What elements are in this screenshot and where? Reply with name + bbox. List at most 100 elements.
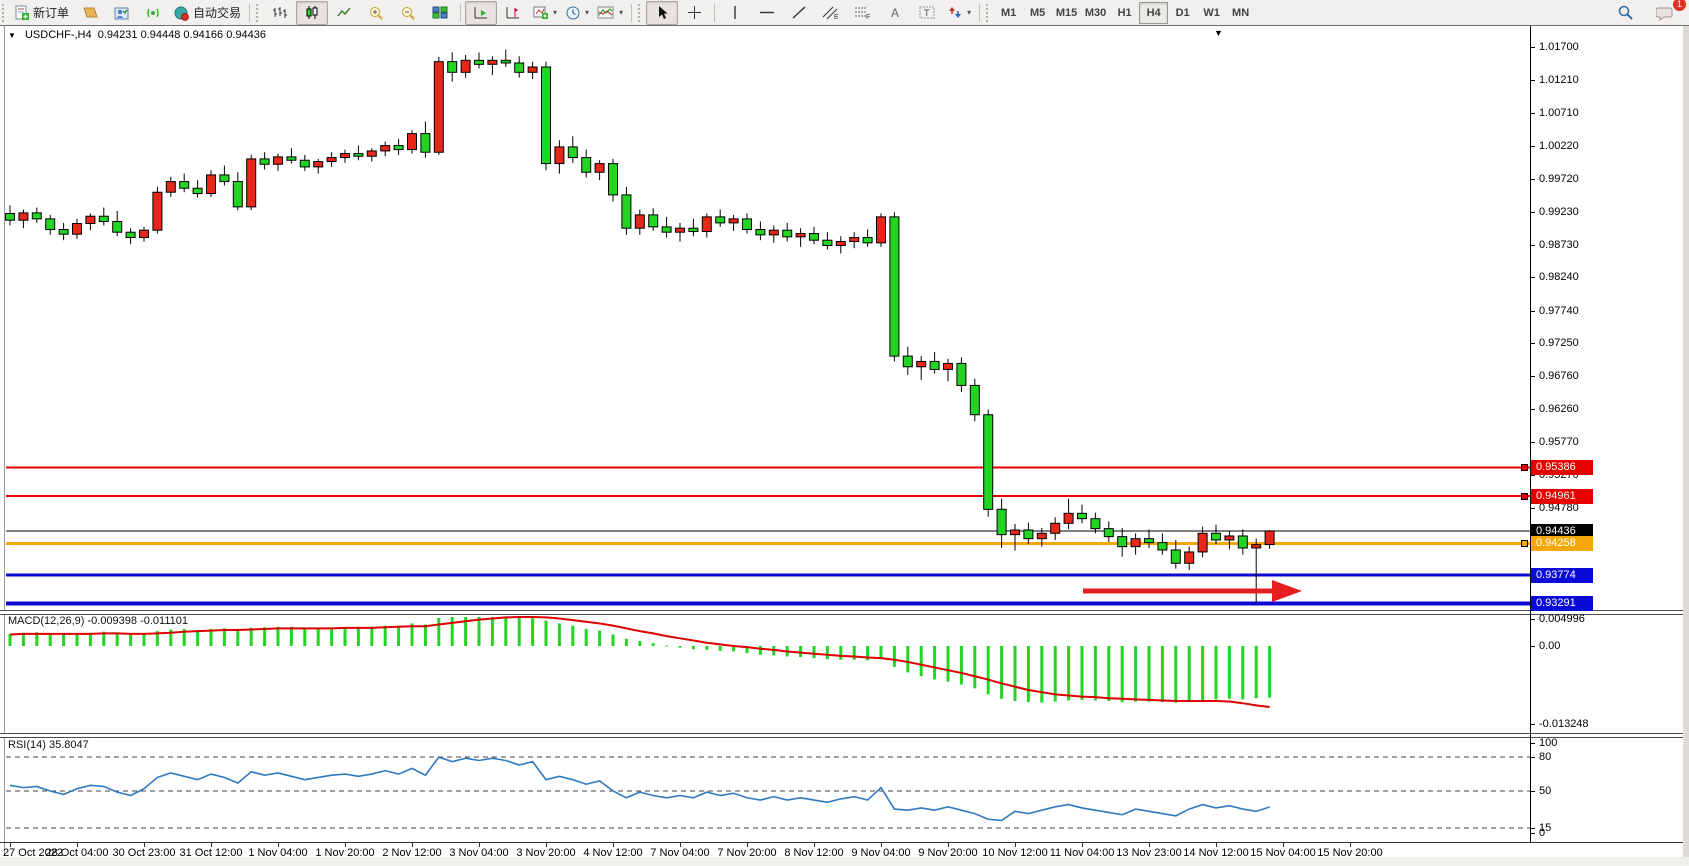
timeframe-button-M30[interactable]: M30 bbox=[1084, 6, 1107, 19]
arrows-dropdown-caret[interactable]: ▾ bbox=[967, 8, 972, 17]
time-axis-label[interactable]: 14 Nov 12:00 bbox=[1183, 847, 1249, 859]
time-axis-label[interactable]: 31 Oct 12:00 bbox=[179, 847, 243, 859]
bar-chart-button[interactable] bbox=[264, 1, 296, 25]
zoom-in-button[interactable] bbox=[360, 1, 392, 25]
timeframe-button-H1[interactable]: H1 bbox=[1117, 6, 1132, 19]
equidistant-channel-tool-button[interactable]: E bbox=[815, 1, 847, 25]
trendline-tool-button[interactable] bbox=[783, 1, 815, 25]
timeframe-button-M5[interactable]: M5 bbox=[1029, 6, 1046, 19]
notifications-button[interactable]: 1 bbox=[1649, 0, 1686, 25]
price-line-label-0.94258[interactable]: 0.94258 bbox=[1531, 536, 1593, 551]
price-line-handle[interactable] bbox=[1521, 540, 1528, 547]
search-button[interactable] bbox=[1609, 1, 1641, 25]
price-line-label-0.95386[interactable]: 0.95386 bbox=[1531, 460, 1593, 475]
timeframe-button-M1[interactable]: M1 bbox=[1000, 6, 1017, 19]
zoom-out-button[interactable] bbox=[392, 1, 424, 25]
macd-rsi-separator[interactable] bbox=[0, 733, 1689, 738]
price-line-label-0.94436[interactable]: 0.94436 bbox=[1531, 523, 1593, 539]
price-line-label-0.94961[interactable]: 0.94961 bbox=[1531, 488, 1593, 504]
indicators-dropdown-caret[interactable]: ▾ bbox=[619, 8, 624, 17]
signals-button[interactable] bbox=[137, 1, 169, 25]
new-chart-button[interactable]: ▾ bbox=[529, 1, 561, 25]
candle-body bbox=[1010, 529, 1020, 536]
time-axis-label[interactable]: 8 Nov 12:00 bbox=[784, 847, 844, 859]
auto-scroll-button[interactable] bbox=[465, 0, 498, 25]
candle-body bbox=[447, 61, 458, 73]
text-tool-button[interactable]: A bbox=[879, 1, 911, 25]
price-line-label-0.93291[interactable]: 0.93291 bbox=[1531, 596, 1593, 611]
new-chart-icon bbox=[533, 6, 549, 19]
time-tick-mark bbox=[1283, 843, 1284, 847]
rsi-tick-label: 50 bbox=[1539, 785, 1552, 797]
text-label-tool-button[interactable]: T bbox=[911, 1, 943, 25]
vertical-line-icon bbox=[734, 6, 736, 19]
vertical-line-tool-button[interactable] bbox=[719, 1, 751, 25]
line-chart-button[interactable] bbox=[328, 1, 360, 25]
time-axis-label[interactable]: 2 Nov 12:00 bbox=[382, 847, 442, 859]
candlestick-chart-button[interactable] bbox=[296, 0, 329, 25]
price-tick-label: 0.98240 bbox=[1539, 271, 1579, 283]
time-axis-label[interactable]: 1 Nov 20:00 bbox=[315, 847, 375, 859]
macd-histogram-bar bbox=[477, 617, 481, 646]
horizontal-line-tool-button[interactable] bbox=[751, 1, 783, 25]
time-axis-label[interactable]: 7 Nov 04:00 bbox=[650, 847, 710, 859]
chart-title[interactable]: ▼ USDCHF-,H4 0.94231 0.94448 0.94166 0.9… bbox=[8, 29, 266, 41]
macd-histogram-bar bbox=[517, 617, 521, 646]
auto-trading-button[interactable]: 自动交易 bbox=[169, 1, 245, 25]
time-axis-label[interactable]: 9 Nov 04:00 bbox=[851, 847, 911, 859]
time-axis-label[interactable]: 27 Oct 2022 bbox=[3, 847, 63, 859]
indicators-button[interactable]: ▾ bbox=[593, 1, 627, 25]
time-axis-label[interactable]: 10 Nov 12:00 bbox=[982, 847, 1048, 859]
time-axis-label[interactable]: 3 Nov 04:00 bbox=[449, 847, 509, 859]
time-axis-label[interactable]: 7 Nov 20:00 bbox=[717, 847, 777, 859]
time-axis-label[interactable]: 9 Nov 20:00 bbox=[918, 847, 978, 859]
macd-histogram-bar bbox=[892, 646, 896, 667]
strategy-tester-button[interactable] bbox=[105, 1, 137, 25]
new-chart-dropdown-caret[interactable]: ▾ bbox=[553, 8, 558, 17]
main-macd-separator[interactable] bbox=[0, 610, 1689, 615]
timeframe-button-M15[interactable]: M15 bbox=[1055, 6, 1078, 19]
time-axis-label[interactable]: 15 Nov 04:00 bbox=[1250, 847, 1316, 859]
time-axis-label[interactable]: 4 Nov 12:00 bbox=[583, 847, 643, 859]
crosshair-tool-button[interactable] bbox=[678, 1, 710, 25]
price-line-handle[interactable] bbox=[1521, 464, 1528, 471]
metaeditor-button[interactable] bbox=[73, 1, 105, 25]
candle-body bbox=[500, 59, 511, 64]
chart-corner-dropdown-icon[interactable]: ▼ bbox=[1214, 28, 1223, 38]
macd-histogram-bar bbox=[571, 625, 575, 646]
periods-dropdown-caret[interactable]: ▾ bbox=[585, 8, 590, 17]
chart-window[interactable] bbox=[0, 25, 1689, 866]
tile-windows-button[interactable] bbox=[424, 1, 456, 25]
fibonacci-tool-button[interactable]: F bbox=[847, 1, 879, 25]
macd-histogram-bar bbox=[812, 646, 816, 659]
chart-shift-button[interactable] bbox=[497, 1, 529, 25]
time-axis-label[interactable]: 1 Nov 04:00 bbox=[248, 847, 308, 859]
toolbar-grip[interactable] bbox=[256, 3, 262, 22]
timeframe-button-W1[interactable]: W1 bbox=[1203, 6, 1220, 19]
time-axis-label[interactable]: 3 Nov 20:00 bbox=[516, 847, 576, 859]
time-axis-label[interactable]: 11 Nov 04:00 bbox=[1049, 847, 1115, 859]
time-axis-label[interactable]: 30 Oct 23:00 bbox=[112, 847, 176, 859]
price-line-label-0.93774[interactable]: 0.93774 bbox=[1531, 567, 1593, 583]
chart-title-dropdown-icon[interactable]: ▼ bbox=[8, 31, 16, 40]
toolbar-grip[interactable] bbox=[986, 3, 992, 22]
toolbar-grip[interactable] bbox=[2, 3, 8, 22]
cursor-tool-button[interactable] bbox=[646, 0, 679, 25]
toolbar-grip[interactable] bbox=[638, 3, 644, 22]
candle-body bbox=[648, 214, 659, 228]
time-axis-label[interactable]: 15 Nov 20:00 bbox=[1317, 847, 1383, 859]
timeframe-button-MN[interactable]: MN bbox=[1232, 6, 1250, 19]
macd-tick-mark bbox=[1530, 724, 1535, 725]
price-tick-label: 0.94780 bbox=[1539, 502, 1579, 514]
periods-clock-button[interactable]: ▾ bbox=[561, 1, 593, 25]
timeframe-button-D1[interactable]: D1 bbox=[1175, 6, 1190, 19]
rsi-name: RSI(14) bbox=[8, 739, 46, 751]
time-axis-label[interactable]: 28 Oct 04:00 bbox=[45, 847, 109, 859]
time-tick-mark bbox=[1015, 843, 1016, 847]
price-line-handle[interactable] bbox=[1521, 492, 1528, 500]
time-axis-label[interactable]: 13 Nov 23:00 bbox=[1116, 847, 1182, 859]
new-order-button[interactable]: 新订单 bbox=[10, 1, 73, 25]
timeframe-button-H4[interactable]: H4 bbox=[1139, 1, 1169, 24]
arrows-tool-button[interactable]: ▾ bbox=[943, 1, 975, 25]
